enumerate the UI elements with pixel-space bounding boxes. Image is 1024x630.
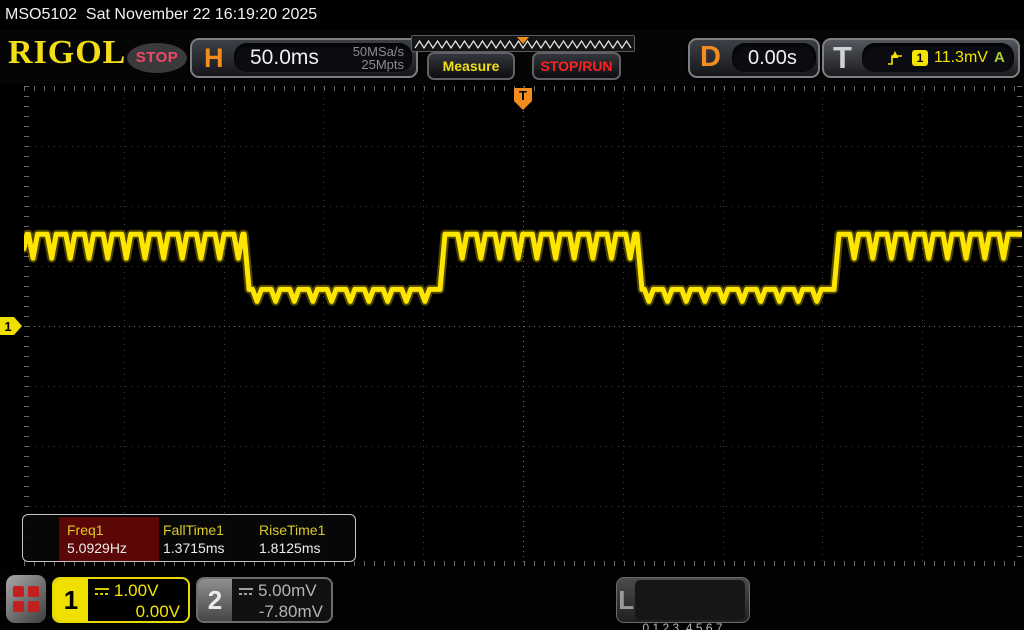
measurement-label: Freq1 xyxy=(67,522,104,538)
position-pointer-icon xyxy=(517,37,529,44)
sample-rate-display: 50MSa/s 25Mpts xyxy=(353,45,404,71)
gridline-horizontal xyxy=(24,326,1022,327)
trigger-position-marker[interactable]: T xyxy=(513,87,533,111)
gridline-horizontal xyxy=(24,146,1022,147)
channel1-number: 1 xyxy=(54,579,88,621)
trigger-label: T xyxy=(833,40,852,75)
measurement-label: FallTime1 xyxy=(163,522,224,538)
trigger-mode-indicator: A xyxy=(994,49,1005,66)
trigger-display: 1 11.3mV A xyxy=(862,43,1014,73)
gridline-horizontal xyxy=(24,266,1022,267)
gridline-horizontal xyxy=(24,206,1022,207)
gridline-horizontal xyxy=(24,386,1022,387)
rigol-logo: RIGOL xyxy=(8,34,127,71)
ch1-marker-number: 1 xyxy=(4,319,11,334)
channel2-number: 2 xyxy=(198,579,232,621)
measurement-value: 1.3715ms xyxy=(163,540,225,556)
horizontal-label: H xyxy=(204,43,224,73)
trigger-marker-letter: T xyxy=(519,88,527,103)
delay-block[interactable]: D 0.00s xyxy=(688,38,820,78)
trigger-source-badge: 1 xyxy=(912,50,928,66)
timebase-value: 50.0ms xyxy=(250,46,319,69)
measurement-label: RiseTime1 xyxy=(259,522,326,538)
graticule xyxy=(24,86,1022,566)
ch1-offset-marker[interactable]: 1 xyxy=(0,316,23,336)
measurement-panel[interactable]: Freq1 5.0929Hz FallTime1 1.3715ms RiseTi… xyxy=(22,514,356,562)
trigger-block[interactable]: T 1 11.3mV A xyxy=(822,38,1020,78)
channel1-block[interactable]: 1 1.00V 0.00V xyxy=(52,577,190,623)
title-bar: MSO5102 Sat November 22 16:19:20 2025 xyxy=(5,6,318,23)
logic-analyzer-block[interactable]: L 0 1 2 3 4 5 6 7 8 9 1011 12131415 xyxy=(616,577,750,630)
memory-depth-value: 25Mpts xyxy=(361,57,404,72)
delay-value: 0.00s xyxy=(748,47,797,69)
measure-button[interactable]: Measure xyxy=(427,52,515,80)
windows-menu-button[interactable] xyxy=(6,575,46,623)
measurement-value: 5.0929Hz xyxy=(67,540,127,556)
timebase-display: 50.0ms 50MSa/s 25Mpts xyxy=(234,43,412,73)
channel2-block[interactable]: 2 5.00mV -7.80mV xyxy=(196,577,333,623)
gridline-horizontal xyxy=(24,506,1022,507)
logic-analyzer-label: L xyxy=(618,584,635,615)
channel1-scale: 1.00V xyxy=(114,581,159,600)
waveform-position-bar[interactable] xyxy=(411,35,635,52)
horizontal-settings-block[interactable]: H 50.0ms 50MSa/s 25Mpts xyxy=(190,38,418,78)
channel2-offset: -7.80mV xyxy=(258,602,323,621)
channel1-offset: 0.00V xyxy=(135,602,180,621)
trigger-level-value: 11.3mV xyxy=(934,49,988,66)
channel2-scale: 5.00mV xyxy=(258,581,317,600)
digital-channel-numbers: 0 1 2 3 4 5 6 7 8 9 1011 12131415 xyxy=(635,580,745,630)
delay-label: D xyxy=(700,41,721,73)
stop-run-button[interactable]: STOP/RUN xyxy=(532,52,621,80)
bottom-bar: 1 1.00V 0.00V 2 xyxy=(0,570,1024,630)
dc-coupling-icon xyxy=(95,587,109,595)
digital-row-1: 0 1 2 3 4 5 6 7 xyxy=(642,621,723,630)
measurement-highlight-cell xyxy=(59,517,159,561)
measurement-value: 1.8125ms xyxy=(259,540,321,556)
trigger-slope-icon xyxy=(888,51,902,65)
run-state-indicator: STOP xyxy=(127,43,187,73)
delay-display: 0.00s xyxy=(732,43,816,73)
header-bar: RIGOL STOP H 50.0ms 50MSa/s 25Mpts Measu… xyxy=(0,30,1024,84)
grid-squares-icon xyxy=(13,586,39,612)
sample-rate-value: 50MSa/s xyxy=(352,44,404,59)
waveform-overview-icon xyxy=(414,37,632,50)
gridline-horizontal xyxy=(24,446,1022,447)
dc-coupling-icon xyxy=(239,587,253,595)
